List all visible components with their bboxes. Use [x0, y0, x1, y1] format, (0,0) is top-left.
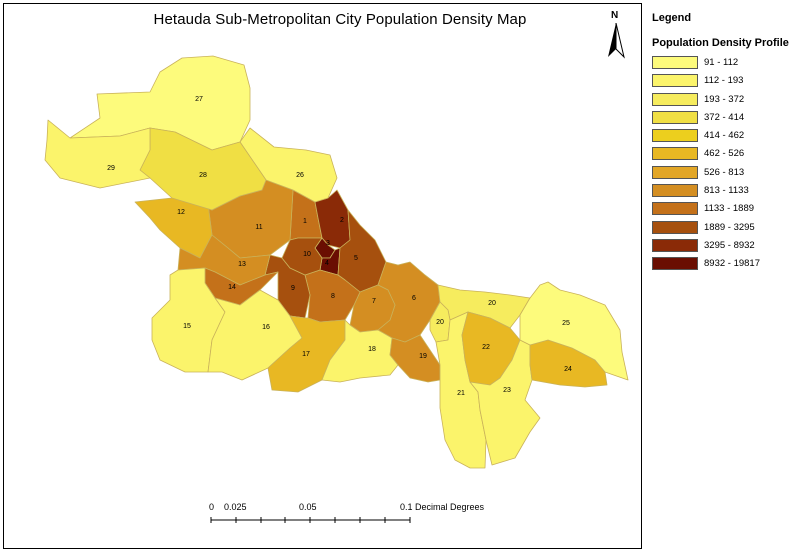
- legend-list: 91 - 112 112 - 193 193 - 372 372 - 414 414 -…: [652, 54, 798, 274]
- legend-label: 8932 - 19817: [704, 258, 760, 270]
- ward-7: [349, 284, 396, 333]
- legend-label: 91 - 112: [704, 57, 739, 68]
- ward-label: 7: [372, 298, 376, 305]
- ward-12: [134, 197, 213, 259]
- ward-label: 21: [457, 390, 465, 397]
- legend-item: 414 - 462: [652, 127, 798, 145]
- ward-label: 23: [503, 387, 511, 394]
- ward-label: 25: [562, 320, 570, 327]
- legend-item: 1889 - 3295: [652, 219, 798, 237]
- legend-swatch: [652, 202, 698, 216]
- north-arrow: N: [601, 10, 631, 60]
- legend-title: Legend: [652, 12, 692, 24]
- ward-25: [519, 281, 629, 381]
- ward-label: 20: [436, 319, 444, 326]
- legend-label: 526 - 813: [704, 166, 745, 178]
- ward-8: [304, 269, 361, 323]
- ward-label: 20: [488, 300, 496, 307]
- ward-label: 18: [368, 346, 376, 353]
- legend-item: 8932 - 19817: [652, 255, 798, 273]
- scale-bar-label: 0: [209, 502, 215, 512]
- map-title: Hetauda Sub-Metropolitan City Population…: [153, 11, 527, 28]
- ward-label: 14: [228, 284, 236, 291]
- ward-label: 22: [482, 344, 490, 351]
- legend-subtitle: Population Density Profile: [652, 37, 789, 49]
- legend-label: 1133 - 1889: [704, 203, 755, 215]
- ward-29: [44, 119, 151, 189]
- legend-label: 372 - 414: [704, 111, 745, 123]
- legend-item: 1133 - 1889: [652, 200, 798, 218]
- legend-swatch: [652, 129, 698, 143]
- legend-item: 372 - 414: [652, 109, 798, 127]
- legend-item: 3295 - 8932: [652, 237, 798, 255]
- legend-item: 526 - 813: [652, 164, 798, 182]
- ward-label: 10: [303, 251, 311, 258]
- legend-item: 193 - 372: [652, 91, 798, 109]
- legend-swatch: [652, 147, 698, 161]
- ward-label: 26: [296, 172, 304, 179]
- legend-item: 112 - 193: [652, 72, 798, 90]
- legend-label: 193 - 372: [704, 93, 745, 105]
- legend-label: 3295 - 8932: [704, 239, 755, 251]
- ward-label: 16: [262, 324, 270, 331]
- ward-label: 3: [326, 240, 330, 247]
- legend-swatch: [652, 238, 698, 252]
- north-arrow-icon: [608, 23, 625, 59]
- scale-bar-label: 0.025: [224, 502, 247, 512]
- ward-label: 24: [564, 366, 572, 373]
- legend-swatch: [652, 257, 698, 271]
- ward-18: [321, 319, 399, 383]
- ward-9: [264, 254, 311, 319]
- ward-label: 19: [419, 353, 427, 360]
- ward-label: 5: [354, 255, 358, 262]
- legend-item: 813 - 1133: [652, 182, 798, 200]
- ward-label: 4: [325, 260, 329, 267]
- ward-label: 27: [195, 96, 203, 103]
- ward-label: 1: [303, 218, 307, 225]
- ward-19: [389, 334, 441, 383]
- ward-label: 15: [183, 323, 191, 330]
- legend-swatch: [652, 165, 698, 179]
- ward-10: [281, 237, 323, 276]
- ward-label: 13: [238, 261, 246, 268]
- ward-label: 6: [412, 295, 416, 302]
- legend-swatch: [652, 184, 698, 198]
- legend-item: 462 - 526: [652, 145, 798, 163]
- scale-bar-label: 0.05: [299, 502, 317, 512]
- ward-label: 17: [302, 351, 310, 358]
- ward-label: 9: [291, 285, 295, 292]
- ward-label: 12: [177, 209, 185, 216]
- legend-label: 414 - 462: [704, 130, 745, 142]
- ward-label: 8: [331, 293, 335, 300]
- legend-swatch: [652, 56, 698, 69]
- legend-label: 462 - 526: [704, 148, 745, 160]
- scale-bar-graphic: [210, 517, 411, 523]
- ward-26: [239, 127, 338, 203]
- legend-swatch: [652, 92, 698, 106]
- scale-bar-label: 0.1 Decimal Degrees: [400, 502, 485, 512]
- legend-swatch: [652, 74, 698, 88]
- ward-label: 2: [340, 217, 344, 224]
- ward-label: 28: [199, 172, 207, 179]
- ward-label: 11: [255, 224, 262, 231]
- legend-label: 1889 - 3295: [704, 221, 755, 233]
- legend: Legend Population Density Profile 91 - 1…: [652, 12, 798, 274]
- legend-label: 813 - 1133: [704, 185, 749, 197]
- north-label: N: [611, 10, 619, 21]
- ward-23: [469, 339, 541, 466]
- legend-swatch: [652, 110, 698, 124]
- ward-label: 29: [107, 165, 115, 172]
- legend-item: 91 - 112: [652, 54, 798, 72]
- scale-bar: 0 0.025 0.05 0.1 Decimal Degrees: [200, 502, 500, 532]
- legend-label: 112 - 193: [704, 75, 744, 87]
- map-frame: [3, 3, 642, 549]
- legend-swatch: [652, 220, 698, 234]
